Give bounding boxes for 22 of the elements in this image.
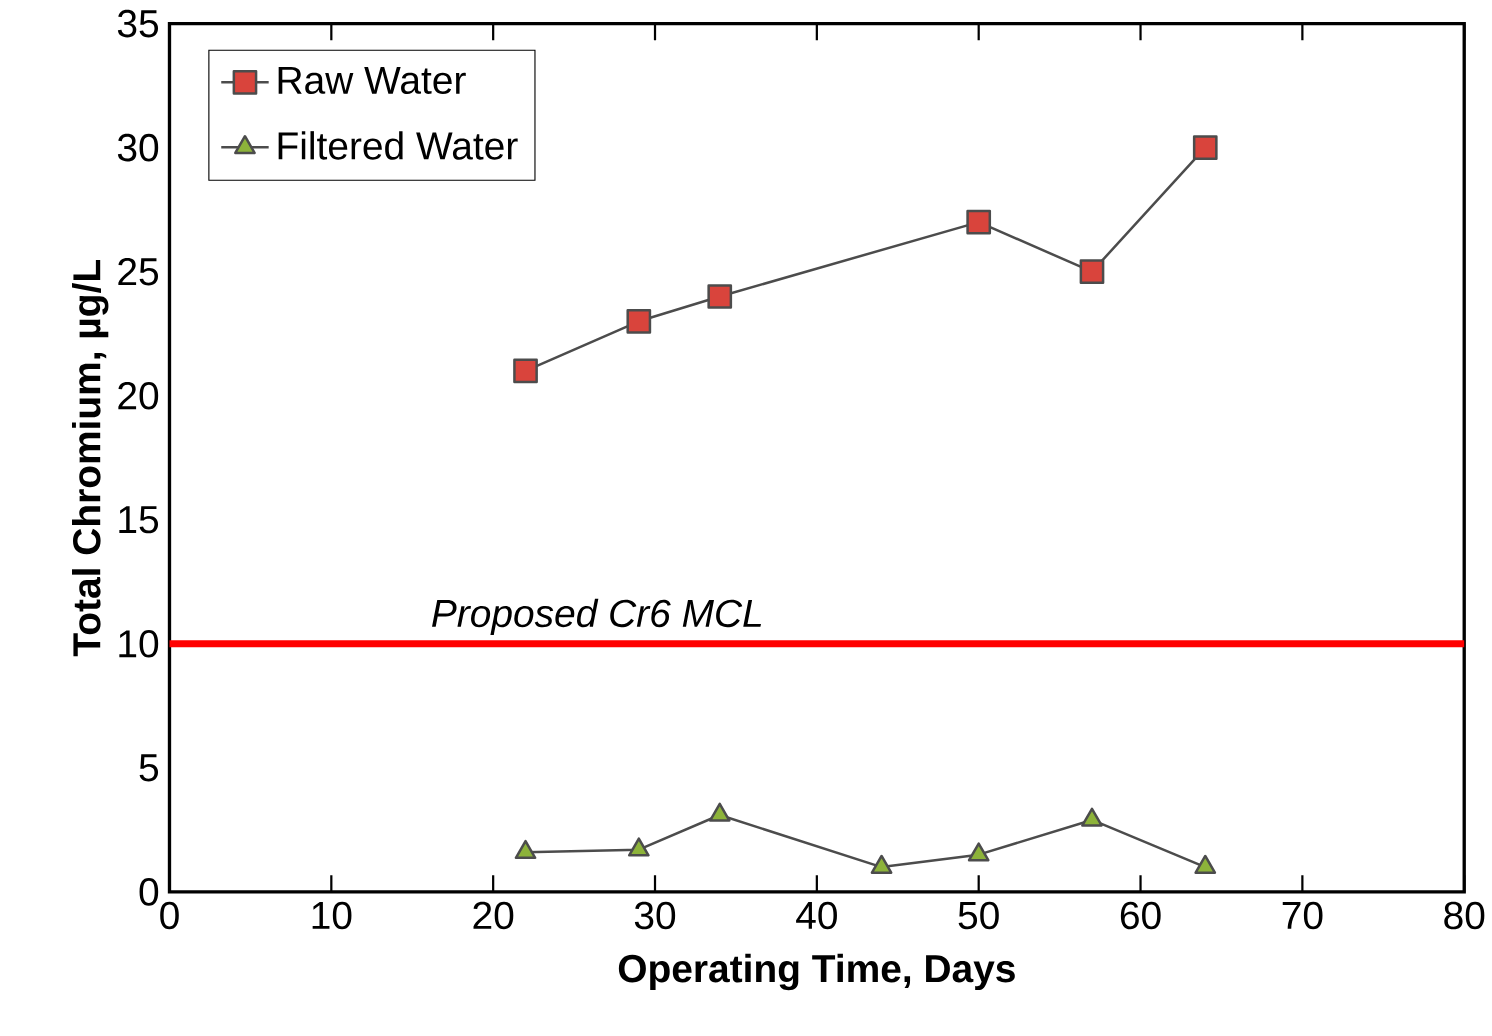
y-tick-label: 20 xyxy=(118,381,159,410)
ref-line-label: Proposed Cr6 MCL xyxy=(432,598,761,635)
x-tick-label: 0 xyxy=(160,901,179,930)
y-tick-label: 5 xyxy=(139,754,159,782)
x-tick-label: 40 xyxy=(796,901,837,930)
y-tick-label: 35 xyxy=(117,9,159,38)
y-tick-label: 30 xyxy=(117,133,159,162)
legend-label: Filtered Water xyxy=(278,130,518,160)
x-tick-label: 60 xyxy=(1120,901,1161,930)
x-axis-title: Operating Time, Days xyxy=(618,953,1015,991)
x-tick-label: 50 xyxy=(958,901,999,930)
y-tick-label: 10 xyxy=(119,629,159,658)
x-tick-label: 70 xyxy=(1282,901,1323,930)
y-tick-label: 25 xyxy=(118,257,159,286)
y-tick-label: 0 xyxy=(139,877,159,906)
x-tick-label: 30 xyxy=(634,901,676,930)
legend-label: Raw Water xyxy=(278,66,466,94)
x-tick-label: 80 xyxy=(1444,901,1485,930)
x-tick-label: 20 xyxy=(473,901,514,930)
y-tick-label: 15 xyxy=(119,506,159,534)
y-axis-title: Total Chromium, µg/L xyxy=(72,259,109,656)
x-tick-label: 10 xyxy=(312,901,352,930)
